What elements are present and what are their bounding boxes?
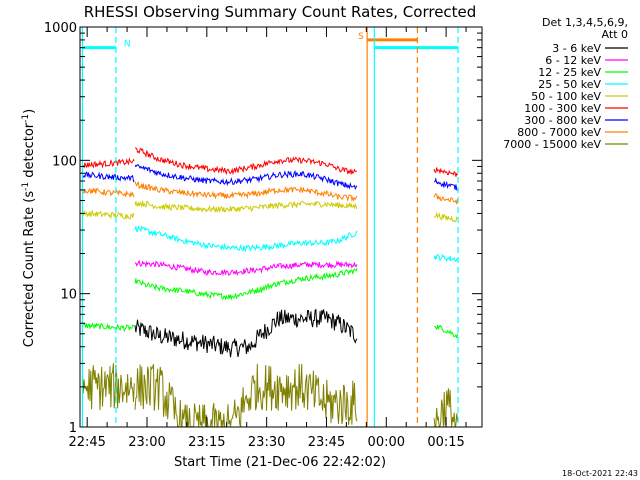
series-line [433,324,459,339]
y-label-part: detector [22,122,37,182]
series-line [81,209,135,220]
series-layer [81,147,459,427]
series-line [134,181,358,202]
series-line [134,308,358,358]
y-label-part: -1 [21,182,31,191]
y-label-part: -1 [21,114,31,123]
series-800_7000keV [81,181,459,205]
legend-label: 3 - 6 keV [552,42,601,55]
y-label-part: Corrected Count Rate (s [22,191,37,348]
series-line [81,187,135,198]
x-tick-label: 22:45 [68,435,105,450]
legend-label: 7000 - 15000 keV [503,138,601,151]
plot-timestamp: 18-Oct-2021 22:43 [562,469,638,478]
series-7000_15000keV [81,363,459,427]
series-line [82,322,135,333]
x-tick-label: 23:00 [128,435,165,450]
y-tick-label: 1000 [44,21,77,36]
y-tick-label: 10 [60,288,77,303]
series-3_6keV [134,308,358,358]
series-100_300keV [82,147,459,177]
chart-title: RHESSI Observing Summary Count Rates, Co… [84,3,477,21]
series-line [134,259,358,277]
flag-label: S [358,32,364,42]
plot-frame [79,26,483,428]
series-line [433,167,459,177]
legend-label: 50 - 100 keV [531,90,601,103]
legend-label: 100 - 300 keV [524,102,601,115]
series-6_12keV [134,259,358,277]
x-tick-label: 00:15 [427,435,464,450]
series-line [434,177,458,191]
series-12_25keV [82,267,459,339]
series-line [433,211,458,223]
legend-label: 6 - 12 keV [545,54,601,67]
series-line [134,147,358,176]
series-line [82,157,135,169]
series-line [134,225,358,253]
vline-layer [81,27,459,427]
y-tick-label: 1 [69,421,77,436]
series-line [134,363,358,427]
x-tick-label: 23:15 [188,435,225,450]
series-line [134,164,358,191]
legend-label: 25 - 50 keV [538,78,601,91]
flag-label: N [124,40,131,50]
series-line [134,200,358,213]
series-50_100keV [81,200,458,223]
series-300_800keV [82,164,458,191]
x-tick-label: 00:00 [368,435,405,450]
series-line [134,267,358,301]
y-tick-label: 100 [52,154,77,169]
legend-label: 800 - 7000 keV [517,126,601,139]
x-axis: 22:45 23:00 23:15 23:30 23:45 00:00 00:15 [68,27,467,450]
series-line [82,171,135,183]
legend-label: 300 - 800 keV [524,114,601,127]
y-axis: 1 10 100 1000 [44,21,482,436]
legend-header-line: Att 0 [602,28,628,41]
legend-label: 12 - 25 keV [538,66,601,79]
y-axis-label: Corrected Count Rate (s-1 detector-1) [21,109,37,347]
x-axis-label: Start Time (21-Dec-06 22:42:02) [174,455,386,470]
x-tick-label: 23:30 [248,435,285,450]
series-25_50keV [134,225,458,263]
x-tick-label: 23:45 [308,435,345,450]
series-line [433,253,458,263]
series-line [433,193,459,205]
series-line [81,363,135,411]
flag-layer: NS [82,32,459,50]
legend-header-line: Det 1,3,4,5,6,9, [542,16,628,29]
y-label-part: ) [22,109,37,114]
series-line [433,388,459,427]
